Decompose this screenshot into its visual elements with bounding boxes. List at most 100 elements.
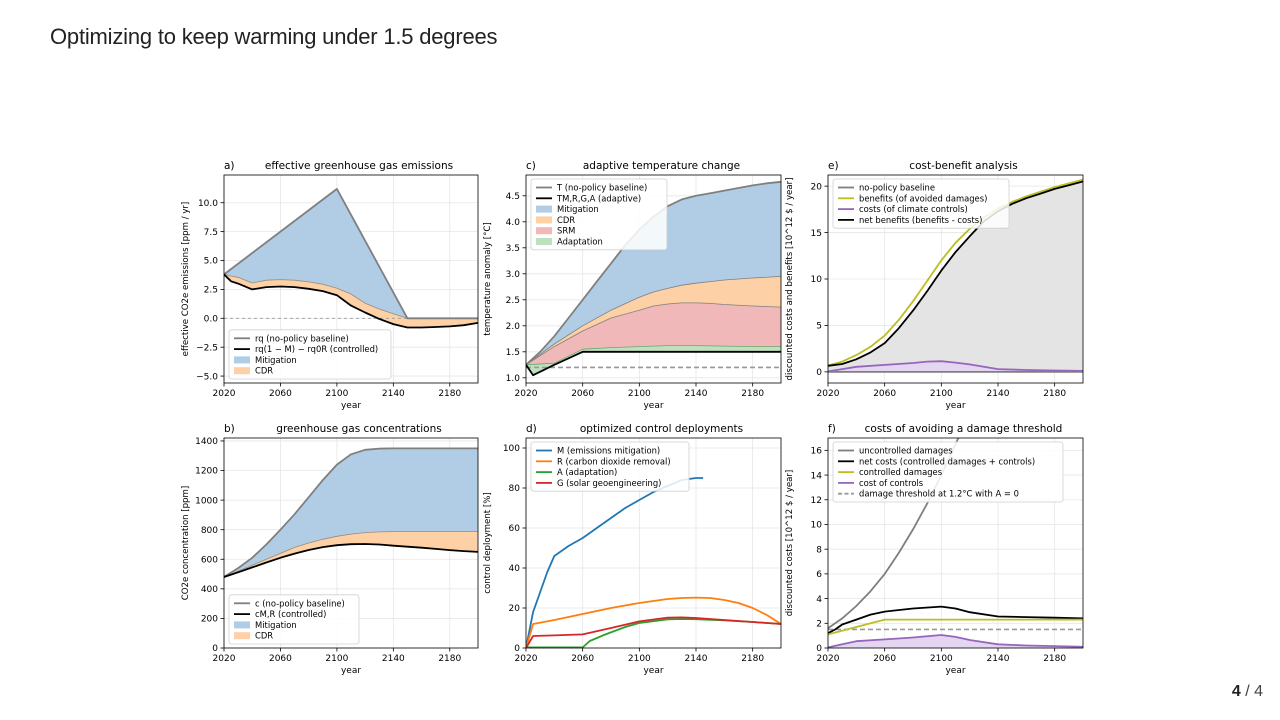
series-line-f-s1 xyxy=(828,605,1083,634)
legend-label: CDR xyxy=(557,215,575,225)
plot-area-f xyxy=(828,438,1083,648)
x-tick-label: 2140 xyxy=(685,389,708,399)
fill-cdr xyxy=(526,276,781,365)
y-tick-label: 0.0 xyxy=(204,314,219,324)
y-axis-label: effective CO2e emissions [ppm / yr] xyxy=(181,202,191,357)
legend-label: controlled damages xyxy=(859,467,942,477)
y-axis-label: temperature anomaly [°C] xyxy=(483,222,493,336)
axes-frame xyxy=(525,437,782,649)
y-tick-label: 0 xyxy=(514,644,520,654)
legend-swatch xyxy=(536,238,552,245)
legend-d: M (emissions mitigation)R (carbon dioxid… xyxy=(530,441,690,492)
legend-box xyxy=(832,178,1010,229)
legend-swatch xyxy=(536,216,552,224)
chart-title: optimized control deployments xyxy=(580,423,743,435)
x-tick-label: 2180 xyxy=(438,654,461,664)
fill-srm xyxy=(526,302,781,365)
fill-mitigation xyxy=(224,448,478,577)
chart-title: effective greenhouse gas emissions xyxy=(265,160,453,172)
fill-area-0 xyxy=(828,635,1083,648)
x-tick-label: 2020 xyxy=(817,389,840,399)
series-line-d-s0 xyxy=(526,477,704,648)
x-axis-label: year xyxy=(945,401,965,411)
y-tick-label: 16 xyxy=(811,447,823,457)
axes-frame xyxy=(525,174,782,384)
fill-area-1 xyxy=(828,361,1083,372)
page-indicator: 4 / 4 xyxy=(1232,683,1263,701)
y-tick-label: 60 xyxy=(509,524,521,534)
x-tick-label: 2020 xyxy=(817,654,840,664)
legend-label: CDR xyxy=(255,366,273,376)
legend-label: net benefits (benefits - costs) xyxy=(859,215,982,225)
legend-box xyxy=(228,594,360,645)
x-tick-label: 2020 xyxy=(213,654,236,664)
panel-label: a) xyxy=(224,160,235,172)
legend-swatch xyxy=(234,367,250,375)
panel-c: 2020 2060 2100 2140 2180 1.0 1.5 2.0 2.5 3.0 3.5 4.… xyxy=(483,160,782,411)
y-tick-label: 2.5 xyxy=(506,296,520,306)
legend-swatch xyxy=(234,632,250,640)
x-tick-label: 2100 xyxy=(930,389,953,399)
legend-label: no-policy baseline xyxy=(859,183,935,193)
y-tick-label: 800 xyxy=(201,526,218,536)
legend-label: M (emissions mitigation) xyxy=(557,446,660,456)
x-tick-label: 2140 xyxy=(685,654,708,664)
series-line-e-s3 xyxy=(828,180,1083,367)
legend-label: Mitigation xyxy=(557,204,599,214)
x-tick-label: 2140 xyxy=(382,654,405,664)
series-line-d-s2 xyxy=(526,618,781,648)
legend-label: benefits (of avoided damages) xyxy=(859,193,987,203)
x-tick-label: 2060 xyxy=(269,389,292,399)
legend-box xyxy=(530,441,690,492)
y-tick-label: 3.0 xyxy=(506,270,521,280)
y-tick-label: 600 xyxy=(201,555,218,565)
x-tick-label: 2180 xyxy=(1043,389,1066,399)
y-tick-label: 20 xyxy=(509,604,521,614)
panel-a: 2020 2060 2100 2140 2180 −5.0 −2.5 0.0 2.5 5.0 7.5… xyxy=(181,160,479,411)
legend-label: rq(1 − M) − rq0R (controlled) xyxy=(255,344,378,354)
y-tick-label: 400 xyxy=(201,585,218,595)
series-line-c-s4 xyxy=(526,345,781,366)
legend-swatch xyxy=(536,227,552,235)
panel-f: 2020 2060 2100 2140 2180 0 2 4 6 8 10 12 14 16 f) costs… xyxy=(785,423,1084,676)
y-tick-label: 15 xyxy=(811,229,822,239)
x-tick-label: 2060 xyxy=(873,389,896,399)
x-tick-label: 2060 xyxy=(269,654,292,664)
page-current: 4 xyxy=(1231,683,1241,700)
y-tick-label: 2 xyxy=(816,619,822,629)
legend-label: A (adaptation) xyxy=(557,467,617,477)
x-axis-label: year xyxy=(643,401,663,411)
legend-label: Mitigation xyxy=(255,355,297,365)
y-tick-label: 0 xyxy=(212,644,218,654)
x-axis-label: year xyxy=(341,666,361,676)
y-axis-label: discounted costs [10^12 $ / year] xyxy=(785,470,795,617)
y-axis-label: discounted costs and benefits [10^12 $ /… xyxy=(785,178,795,381)
panel-e: 2020 2060 2100 2140 2180 0 5 10 15 20 e) cost-benef… xyxy=(785,160,1084,411)
y-tick-label: 1.0 xyxy=(506,374,521,384)
x-tick-label: 2140 xyxy=(987,654,1010,664)
plot-area-e xyxy=(828,178,1083,373)
legend-swatch xyxy=(536,205,552,213)
legend-b: c (no-policy baseline)cM,R (controlled)M… xyxy=(228,594,360,645)
y-tick-label: 2.5 xyxy=(204,286,218,296)
x-tick-label: 2100 xyxy=(628,654,651,664)
axes-frame xyxy=(827,437,1084,649)
y-tick-label: 6 xyxy=(816,570,822,580)
y-tick-label: 4 xyxy=(816,595,822,605)
page-total: 4 xyxy=(1254,683,1263,700)
x-tick-label: 2180 xyxy=(438,389,461,399)
fill-mitigation xyxy=(526,181,781,365)
y-tick-label: 100 xyxy=(503,444,520,454)
y-tick-label: 40 xyxy=(509,564,521,574)
y-tick-label: 5 xyxy=(816,322,822,332)
x-tick-label: 2100 xyxy=(325,389,348,399)
legend-label: net costs (controlled damages + controls… xyxy=(859,456,1035,466)
chart-title: greenhouse gas concentrations xyxy=(276,423,441,435)
series-line-c-s1 xyxy=(526,350,781,377)
series-line-d-s3 xyxy=(526,616,781,648)
chart-title: cost-benefit analysis xyxy=(909,160,1017,172)
series-line-c-s3 xyxy=(526,302,781,366)
legend-label: CDR xyxy=(255,631,273,641)
